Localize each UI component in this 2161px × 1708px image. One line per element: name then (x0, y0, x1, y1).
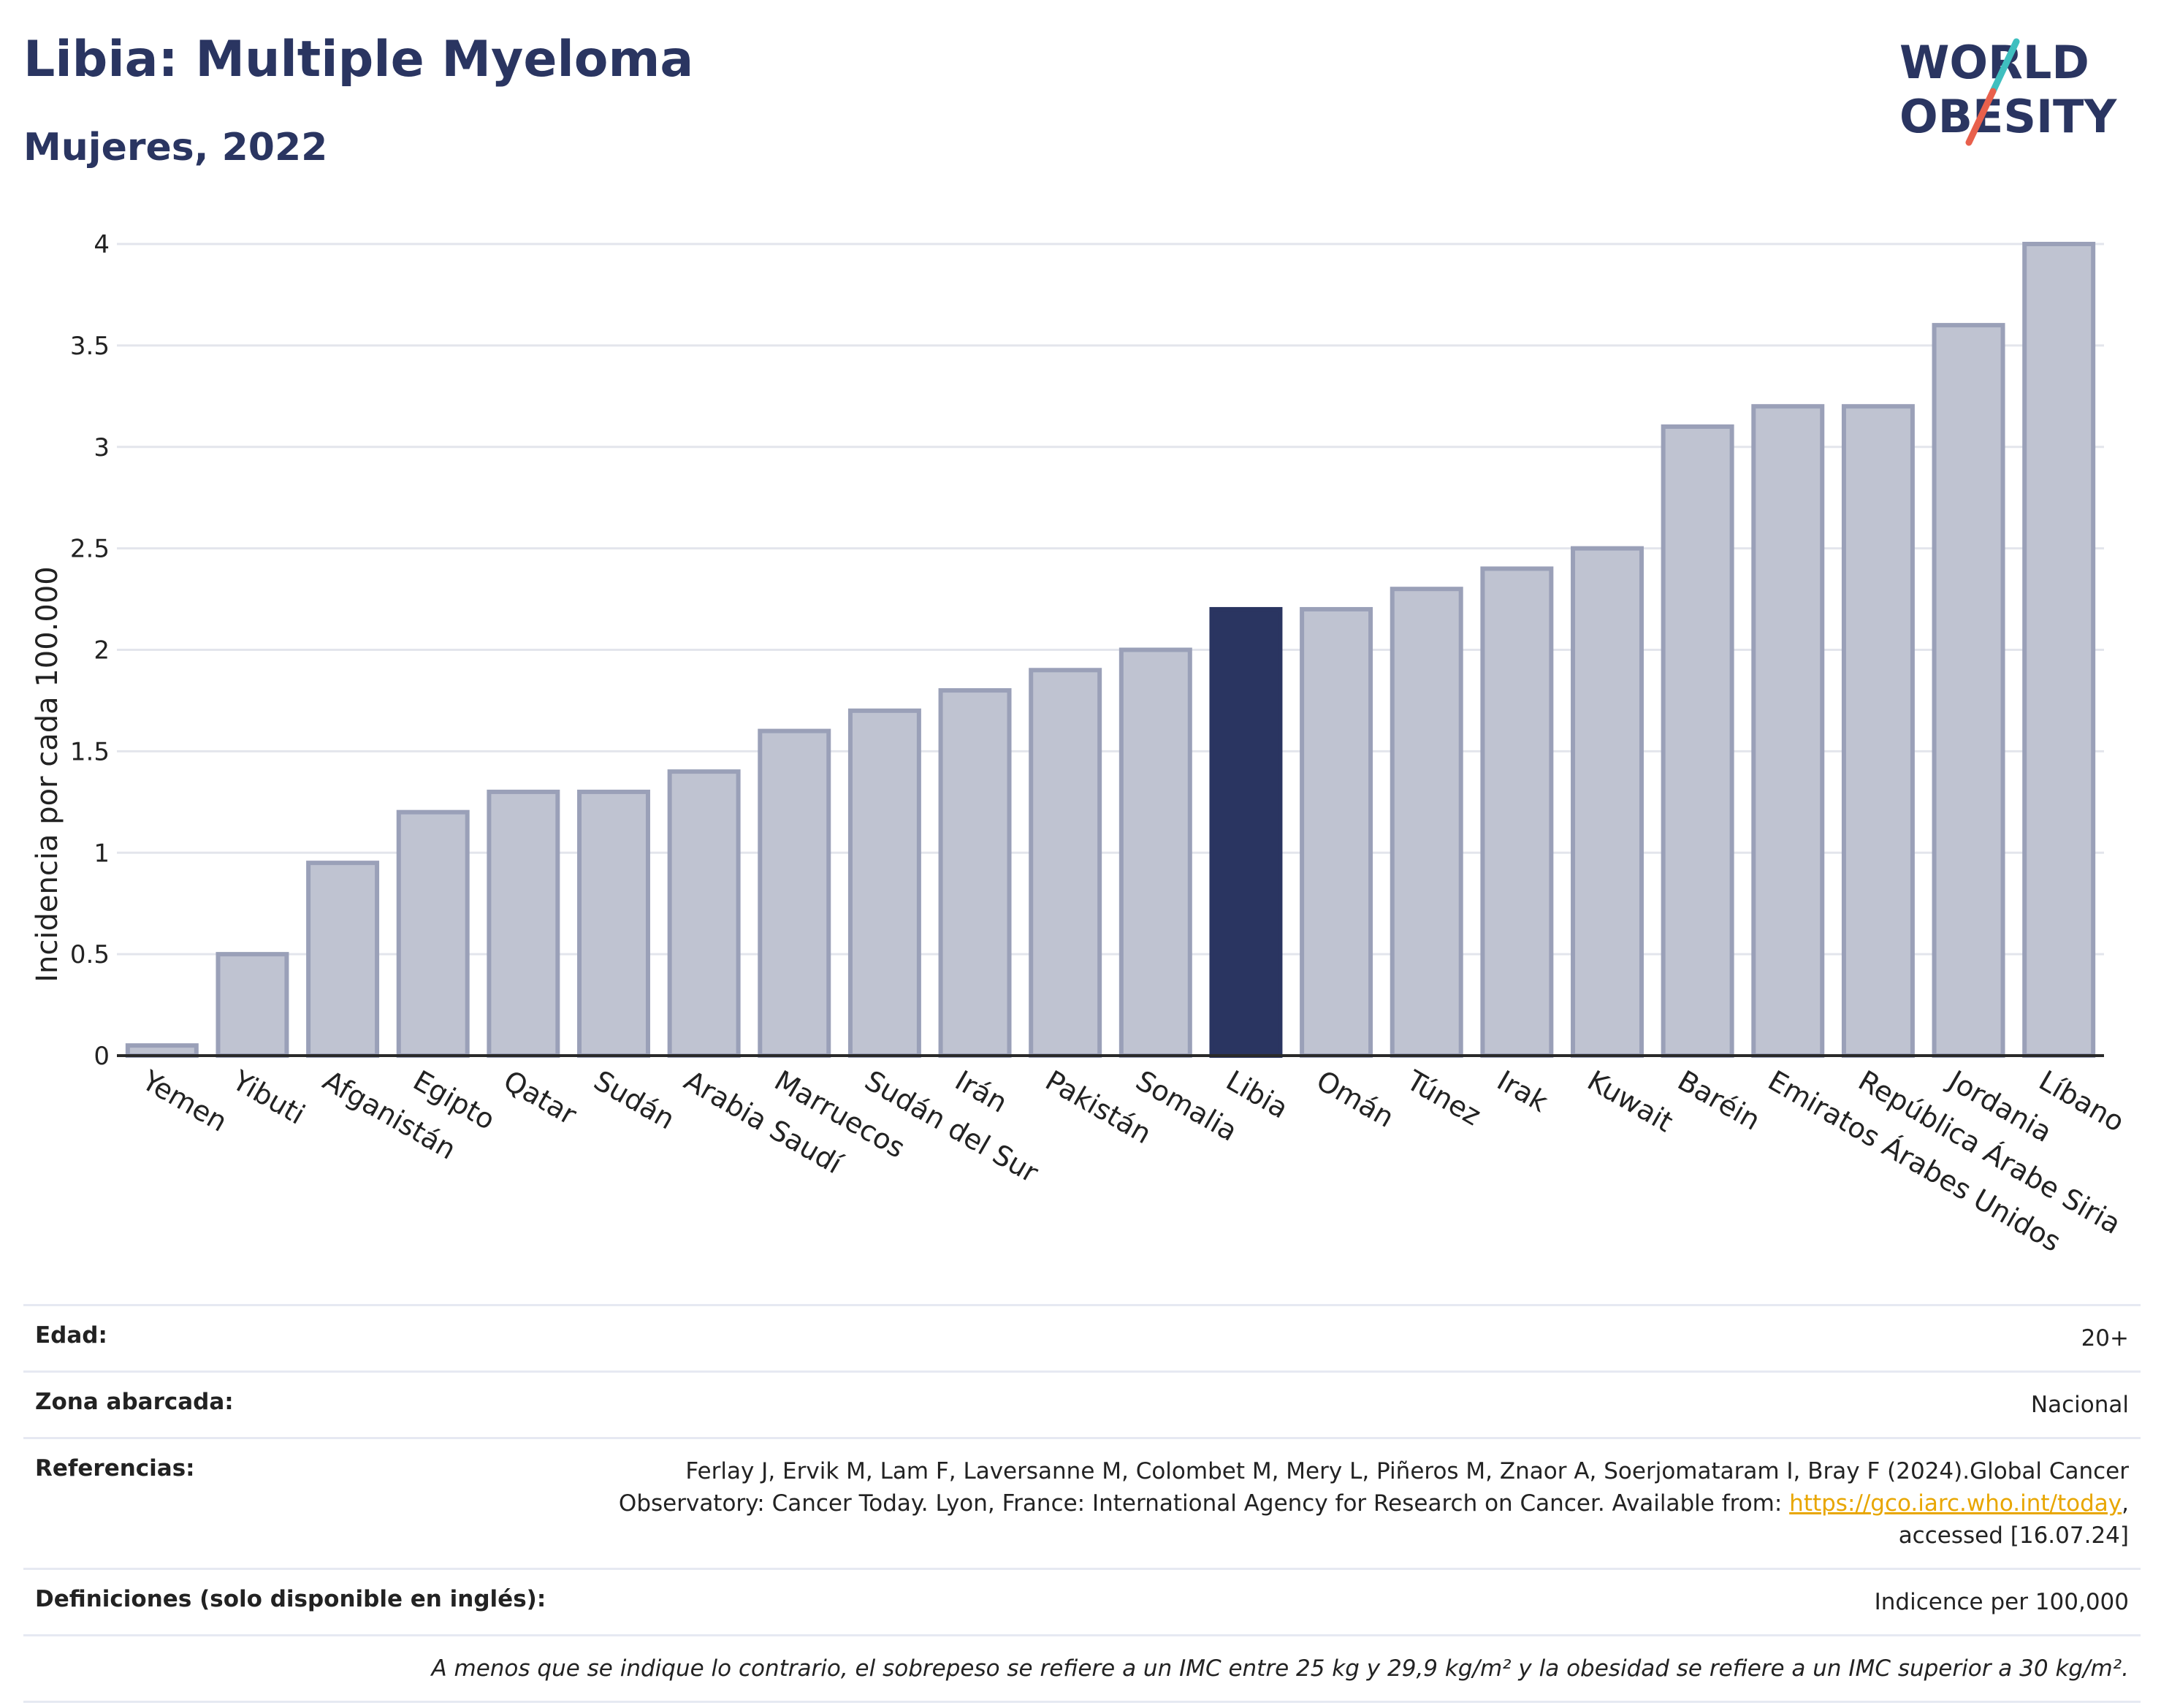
info-label: Zona abarcada: (23, 1370, 602, 1438)
bar-qatar (487, 789, 560, 1059)
x-tick-label: Irak (1492, 1064, 1553, 1118)
chart-subtitle: Mujeres, 2022 (23, 126, 328, 169)
bar-omán (1300, 606, 1373, 1058)
info-label: Edad: (23, 1303, 602, 1372)
logo-slash-bottom (1965, 88, 1997, 146)
bar-afganistán (306, 861, 380, 1058)
x-tick-label: Baréin (1672, 1064, 1766, 1137)
bar-yemen (125, 1043, 199, 1059)
bar-emiratos-árabes-unidos (1751, 404, 1825, 1058)
bar-jordania (1932, 323, 2005, 1059)
y-tick-label: 1.5 (70, 737, 110, 766)
bar-marruecos (758, 728, 831, 1058)
y-tick-label: 4 (94, 230, 110, 259)
bar-líbano (2022, 242, 2096, 1058)
info-row: Zona abarcada: Nacional (23, 1370, 2141, 1438)
x-tick-label: Kuwait (1582, 1064, 1679, 1139)
bar-yibuti (216, 952, 289, 1058)
bar-sudán (577, 789, 650, 1059)
x-tick-label: Irán (950, 1064, 1013, 1119)
y-tick-label: 0.5 (70, 940, 110, 969)
info-row: Edad: 20+ (23, 1303, 2141, 1372)
info-value: Ferlay J, Ervik M, Lam F, Laversanne M, … (602, 1437, 2141, 1569)
x-tick-label: Túnez (1400, 1064, 1486, 1132)
y-axis-title: Incidencia por cada 100.000 (31, 566, 64, 983)
logo-slash-top (1989, 38, 2020, 95)
bar-irak (1480, 566, 1554, 1058)
y-tick-label: 2 (94, 636, 110, 666)
bar-túnez (1390, 587, 1463, 1058)
bars (125, 242, 2096, 1059)
world-obesity-logo: WORLD OBESITY (1899, 36, 2117, 146)
y-tick-label: 1 (94, 839, 110, 868)
logo-line1: WORLD (1899, 36, 2089, 89)
reference-link[interactable]: https://gco.iarc.who.int/today (1789, 1490, 2122, 1517)
bar-baréin (1661, 424, 1734, 1058)
info-value: 20+ (602, 1303, 2141, 1372)
x-tick-label: Yibuti (226, 1064, 310, 1131)
info-note-row: A menos que se indique lo contrario, el … (23, 1634, 2141, 1704)
footnote: A menos que se indique lo contrario, el … (23, 1634, 2141, 1704)
bar-república-árabe-siria (1841, 404, 1915, 1058)
y-tick-label: 2.5 (70, 535, 110, 564)
x-tick-label: Sudán (589, 1064, 681, 1136)
x-tick-label: Omán (1311, 1064, 1400, 1134)
reference-accessed: , accessed [16.07.24] (1898, 1490, 2129, 1549)
bar-arabia-saudí (667, 769, 741, 1059)
bar-egipto (396, 809, 470, 1058)
bar-somalia (1118, 647, 1192, 1058)
y-tick-label: 0 (94, 1042, 110, 1071)
info-row: Referencias: Ferlay J, Ervik M, Lam F, La… (23, 1437, 2141, 1569)
info-label: Referencias: (23, 1437, 602, 1569)
info-value: Nacional (602, 1370, 2141, 1438)
info-row: Definiciones (solo disponible en inglés)… (23, 1568, 2141, 1636)
reference-text: Ferlay J, Ervik M, Lam F, Laversanne M, … (618, 1458, 2129, 1517)
y-tick-label: 3.5 (70, 332, 110, 361)
bar-kuwait (1571, 546, 1644, 1058)
bar-libia (1209, 606, 1283, 1058)
info-value: Indicence per 100,000 (602, 1568, 2141, 1636)
chart-title: Libia: Multiple Myeloma (23, 31, 694, 88)
info-label: Definiciones (solo disponible en inglés)… (23, 1568, 602, 1636)
logo-line2: OBESITY (1899, 90, 2117, 143)
x-tick-label: Yemen (136, 1064, 232, 1138)
bar-pakistán (1029, 668, 1102, 1058)
x-tick-label: Qatar (498, 1064, 582, 1132)
y-tick-label: 3 (94, 433, 110, 462)
info-table: Edad: 20+ Zona abarcada: Nacional Referencia… (23, 1303, 2141, 1704)
bar-sudán-del-sur (847, 708, 921, 1058)
bar-irán (938, 688, 1012, 1058)
